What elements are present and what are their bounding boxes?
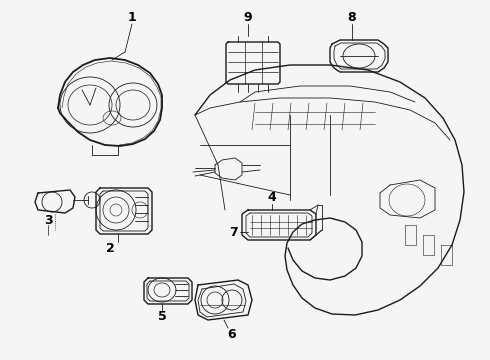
Text: 7: 7	[229, 225, 237, 239]
Text: 2: 2	[106, 242, 114, 255]
Text: 6: 6	[228, 328, 236, 342]
Text: 3: 3	[44, 213, 52, 226]
Text: 9: 9	[244, 10, 252, 23]
Text: 5: 5	[158, 310, 167, 323]
Text: 1: 1	[127, 10, 136, 23]
Text: 4: 4	[268, 190, 276, 203]
Text: 8: 8	[348, 10, 356, 23]
